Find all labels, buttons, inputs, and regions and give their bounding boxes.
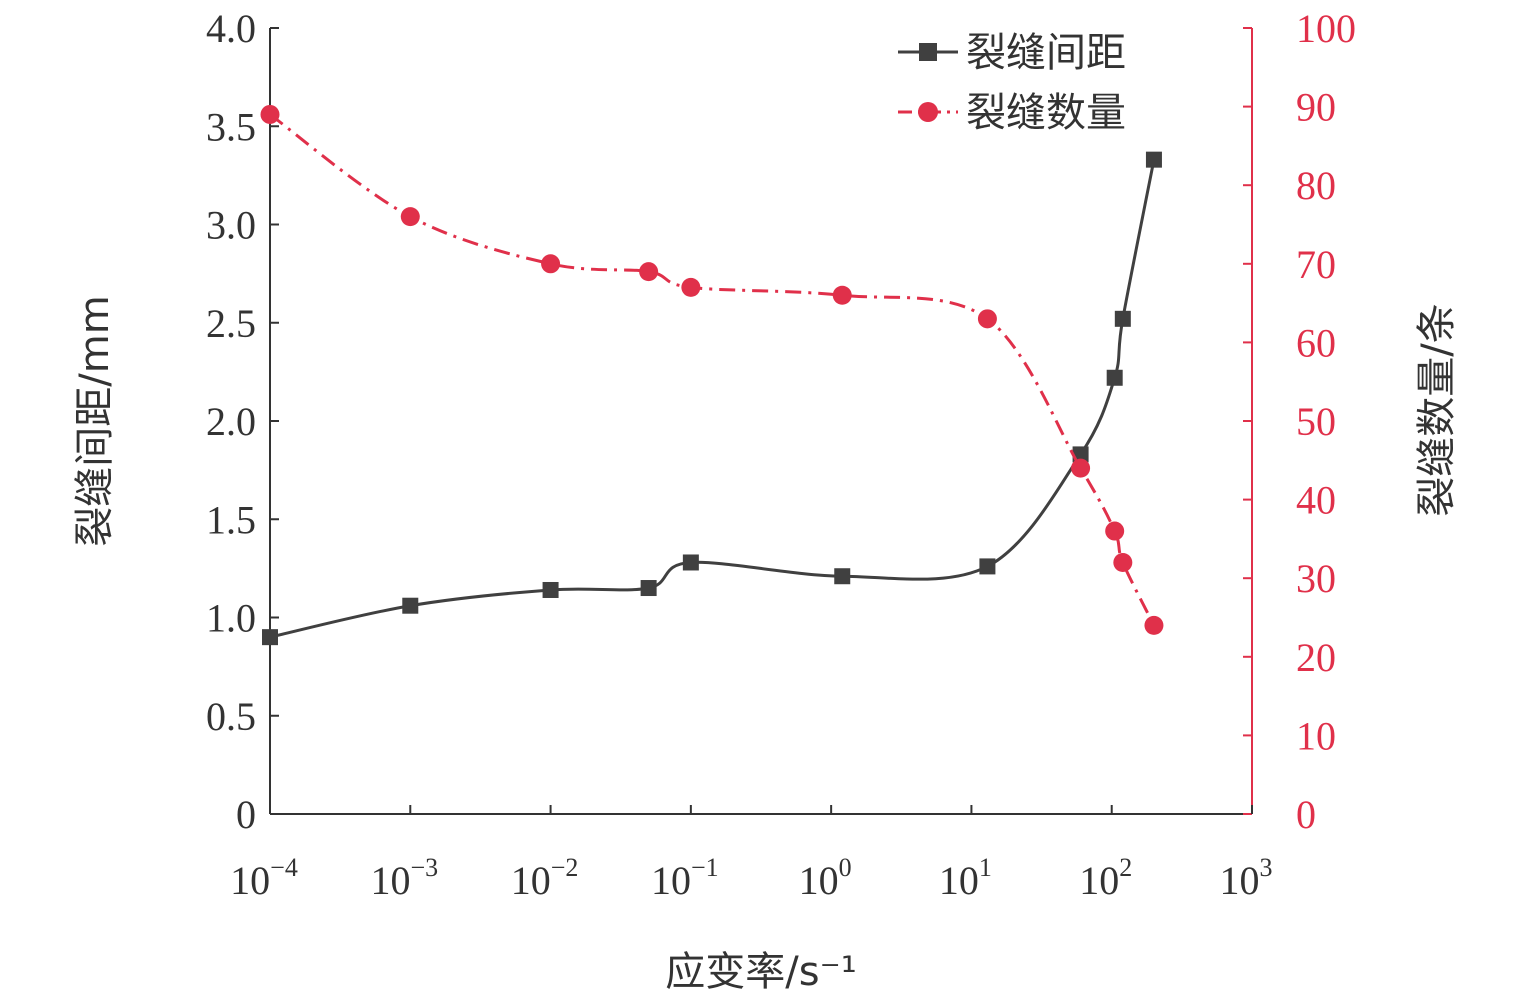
y-left-tick-label: 2.5 [206,301,256,346]
y-left-tick-label: 0.5 [206,694,256,739]
y-right-tick-label: 30 [1296,556,1336,601]
data-point-crack-count [1071,458,1091,478]
data-point-crack-spacing [640,580,657,597]
data-point-crack-count [1105,521,1125,541]
axes [269,28,1253,815]
series-line-crack-count [269,113,1156,627]
x-tick-label: 102 [1079,853,1132,903]
y-right-tick-label: 80 [1296,163,1336,208]
data-point-crack-count [400,207,420,227]
data-point-crack-spacing [1106,369,1123,386]
data-point-crack-count [832,285,852,305]
y-left-tick-label: 4.0 [206,6,256,51]
x-axis-title: 应变率/s⁻¹ [665,949,856,995]
data-point-crack-count [639,262,659,282]
legend-marker-square [919,43,937,61]
y-left-tick-label: 3.5 [206,104,256,149]
legend-label-count: 裂缝数量 [966,90,1126,136]
y-left-tick-label: 1.0 [206,596,256,641]
data-point-crack-count [1113,552,1133,572]
series-crack-count [260,104,1164,635]
series-line-crack-spacing [269,159,1156,639]
data-point-crack-count [977,309,997,329]
x-tick-label: 10−4 [230,853,298,903]
data-point-crack-count [681,277,701,297]
y-right-tick-label: 90 [1296,85,1336,130]
x-tick-label: 10−2 [511,853,579,903]
x-tick-label: 10−1 [651,853,719,903]
x-tick-label: 101 [939,853,992,903]
data-point-crack-spacing [979,558,996,575]
data-point-crack-spacing [1145,151,1162,168]
y-right-tick-label: 40 [1296,478,1336,523]
right-axis-ticks: 0 10 20 30 40 50 60 70 80 90 100 [1243,6,1356,837]
data-point-crack-spacing [834,568,851,585]
x-tick-label: 10−3 [370,853,438,903]
data-point-crack-spacing [682,554,699,571]
x-axis-ticks: 10−4 10−3 10−2 10−1 100 101 102 103 [230,805,1273,903]
y-right-tick-label: 20 [1296,635,1336,680]
data-point-crack-spacing [1114,310,1131,327]
y-right-tick-label: 10 [1296,713,1336,758]
legend-marker-circle [918,102,938,122]
y-left-tick-label: 1.5 [206,497,256,542]
data-point-crack-spacing [262,629,278,646]
y-left-tick-label: 0 [236,792,256,837]
left-axis-ticks: 0 0.5 1.0 1.5 2.0 2.5 3.0 3.5 4.0 [206,6,279,837]
series-crack-spacing [262,151,1162,646]
y-left-tick-label: 2.0 [206,399,256,444]
x-tick-label: 100 [799,853,852,903]
data-point-crack-count [541,254,561,274]
y-left-tick-label: 3.0 [206,203,256,248]
y-right-tick-label: 50 [1296,399,1336,444]
data-point-crack-count [1144,615,1164,635]
data-point-crack-count [260,104,280,124]
x-tick-label: 103 [1220,853,1273,903]
legend-label-spacing: 裂缝间距 [966,30,1126,76]
y-right-tick-label: 70 [1296,242,1336,287]
legend: 裂缝间距 裂缝数量 [898,30,1126,136]
y-right-axis-title: 裂缝数量/条 [1414,303,1460,516]
y-right-tick-label: 60 [1296,320,1336,365]
y-right-tick-label: 100 [1296,6,1356,51]
data-point-crack-spacing [402,597,419,614]
y-left-axis-title: 裂缝间距/mm [72,295,118,546]
y-right-tick-label: 0 [1296,792,1316,837]
data-point-crack-spacing [542,581,559,598]
